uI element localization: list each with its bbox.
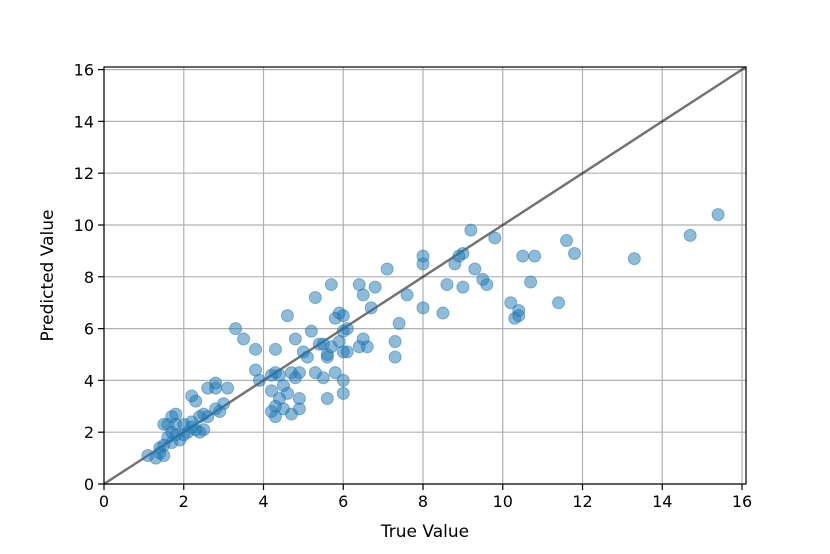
- data-point: [416, 257, 430, 271]
- data-point: [201, 410, 215, 424]
- y-tick-label: 8: [84, 268, 94, 287]
- x-tick-label: 12: [572, 492, 592, 511]
- data-point: [388, 335, 402, 349]
- data-point: [280, 386, 294, 400]
- data-point: [488, 231, 502, 245]
- data-point: [440, 278, 454, 292]
- y-tick-label: 12: [74, 164, 94, 183]
- data-point: [221, 381, 235, 395]
- data-point: [356, 288, 370, 302]
- data-point: [336, 386, 350, 400]
- x-tick-label: 10: [493, 492, 513, 511]
- x-tick-label: 2: [179, 492, 189, 511]
- data-point: [264, 384, 278, 398]
- data-point: [711, 208, 725, 222]
- data-point: [280, 309, 294, 323]
- plot-frame: [103, 66, 747, 485]
- data-point: [340, 345, 354, 359]
- y-tick-label: 4: [84, 371, 94, 390]
- data-point: [388, 350, 402, 364]
- data-point: [249, 342, 263, 356]
- data-point: [456, 246, 470, 260]
- data-point: [552, 296, 566, 310]
- y-axis-label: Predicted Value: [38, 210, 58, 342]
- data-point: [516, 249, 530, 263]
- data-point: [400, 288, 414, 302]
- data-point: [368, 280, 382, 294]
- data-point: [197, 423, 211, 437]
- data-point: [328, 366, 342, 380]
- data-point: [568, 246, 582, 260]
- data-point: [336, 309, 350, 323]
- data-point: [512, 303, 526, 317]
- data-point: [288, 332, 302, 346]
- data-point: [300, 350, 314, 364]
- data-point: [480, 278, 494, 292]
- data-point: [209, 376, 223, 390]
- data-point: [217, 397, 231, 411]
- axis-ticks: 0 2 4 6 8 10 12 14 16 0 2 4 6 8 10 12 14 16: [74, 61, 753, 511]
- y-tick-label: 6: [84, 320, 94, 339]
- data-point: [436, 306, 450, 320]
- data-point: [320, 392, 334, 406]
- y-tick-label: 16: [74, 61, 94, 80]
- y-tick-label: 14: [74, 112, 94, 131]
- data-point: [380, 262, 394, 276]
- data-point: [392, 316, 406, 330]
- x-tick-label: 16: [732, 492, 752, 511]
- data-point: [237, 332, 251, 346]
- y-tick-label: 2: [84, 423, 94, 442]
- data-point: [292, 402, 306, 416]
- data-point: [308, 291, 322, 305]
- data-point: [456, 280, 470, 294]
- data-point: [683, 228, 697, 242]
- data-point: [364, 301, 378, 315]
- data-point: [360, 340, 374, 354]
- data-point: [504, 296, 518, 310]
- data-point: [336, 373, 350, 387]
- data-point: [524, 275, 538, 289]
- data-point: [316, 371, 330, 385]
- data-point: [416, 301, 430, 315]
- data-point: [324, 278, 338, 292]
- x-tick-label: 0: [99, 492, 109, 511]
- data-point: [464, 223, 478, 237]
- x-tick-label: 4: [258, 492, 268, 511]
- data-point: [229, 322, 243, 336]
- scatter-points: [141, 208, 725, 465]
- x-axis-label: True Value: [380, 522, 469, 542]
- data-point: [340, 322, 354, 336]
- x-tick-label: 8: [418, 492, 428, 511]
- data-point: [253, 373, 267, 387]
- x-tick-label: 6: [338, 492, 348, 511]
- x-tick-label: 14: [652, 492, 672, 511]
- data-point: [189, 394, 203, 408]
- data-point: [268, 342, 282, 356]
- data-point: [468, 262, 482, 276]
- data-point: [292, 366, 306, 380]
- data-point: [528, 249, 542, 263]
- data-point: [304, 324, 318, 338]
- data-point: [627, 252, 641, 266]
- data-point: [560, 234, 574, 248]
- y-tick-label: 0: [84, 475, 94, 494]
- data-point: [169, 407, 183, 421]
- y-tick-label: 10: [74, 216, 94, 235]
